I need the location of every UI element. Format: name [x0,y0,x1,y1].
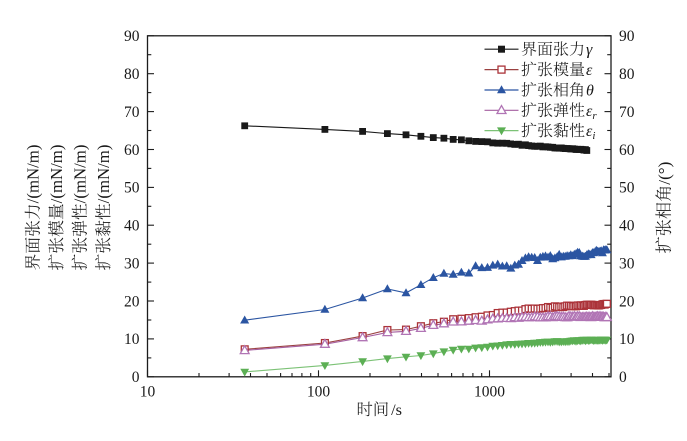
svg-text:50: 50 [124,180,140,197]
svg-text:/(mN/m): /(mN/m) [94,145,113,204]
svg-text:10: 10 [140,384,156,401]
svg-text:90: 90 [619,28,635,45]
svg-text:70: 70 [124,104,140,121]
svg-text:10: 10 [619,331,635,348]
svg-text:/s: /s [391,400,402,419]
svg-text:εr: εr [586,103,597,122]
svg-text:70: 70 [619,104,635,121]
svg-text:0: 0 [132,369,140,386]
svg-text:80: 80 [124,66,140,83]
svg-text:60: 60 [619,142,635,159]
svg-text:90: 90 [124,28,140,45]
svg-text:100: 100 [307,384,331,401]
svg-text:θ: θ [586,83,594,100]
svg-text:40: 40 [124,218,140,235]
svg-text:/(°): /(°) [655,162,674,185]
svg-text:60: 60 [124,142,140,159]
svg-text:30: 30 [124,255,140,272]
svg-text:40: 40 [619,218,635,235]
svg-text:20: 20 [619,293,635,310]
svg-text:εi: εi [586,123,595,142]
svg-text:20: 20 [124,293,140,310]
svg-text:ε: ε [586,62,593,79]
svg-text:50: 50 [619,180,635,197]
svg-text:10: 10 [124,331,140,348]
svg-text:/(mN/m): /(mN/m) [71,145,90,204]
svg-text:/(mN/m): /(mN/m) [47,145,66,204]
svg-text:0: 0 [619,369,627,386]
svg-text:80: 80 [619,66,635,83]
svg-text:/(mN/m): /(mN/m) [24,145,43,204]
svg-text:γ: γ [586,42,593,59]
svg-text:30: 30 [619,255,635,272]
svg-text:1000: 1000 [474,384,505,401]
